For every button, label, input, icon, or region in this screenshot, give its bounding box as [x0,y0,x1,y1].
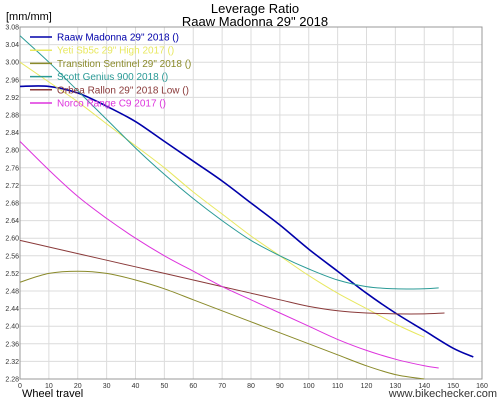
legend-entry: Scott Genius 900 2018 () [57,72,168,83]
x-tick-label: 120 [361,383,373,390]
tick-labels: 0 10 20 30 40 50 60 70 80 90 100 110 120 130 140 150 160… [5,25,488,391]
x-tick-label: 60 [189,383,197,390]
y-tick-label: 2.40 [5,324,19,331]
y-tick-label: 3.00 [5,60,19,67]
x-tick-label: 70 [218,383,226,390]
series-line [19,85,474,358]
chart-subtitle: Raaw Madonna 29" 2018 [182,14,328,29]
grid [19,26,483,380]
y-tick-label: 2.28 [5,377,19,384]
y-tick-label: 2.88 [5,113,19,120]
x-tick-label: 50 [160,383,168,390]
y-tick-label: 3.08 [5,25,19,32]
legend: Raaw Madonna 29" 2018 () Yeti Sb5c 29" Hi… [30,33,191,110]
y-tick-label: 2.44 [5,306,19,313]
y-tick-label: 2.36 [5,341,19,348]
y-tick-label: 2.80 [5,148,19,155]
legend-entry: Orbea Rallon 29" 2018 Low () [57,85,189,96]
x-tick-label: 0 [18,383,22,390]
x-tick-label: 40 [132,383,140,390]
y-tick-label: 2.60 [5,236,19,243]
x-tick-label: 130 [390,383,402,390]
legend-entry: Raaw Madonna 29" 2018 () [57,33,179,44]
y-tick-label: 2.72 [5,183,19,190]
series-lines [19,35,474,380]
series-line [19,239,445,315]
y-tick-label: 2.52 [5,271,19,278]
series-line [19,270,425,380]
y-tick-label: 2.96 [5,77,19,84]
watermark: www.bikechecker.com [388,388,497,400]
y-tick-label: 2.92 [5,95,19,102]
y-tick-label: 2.32 [5,359,19,366]
x-axis-label: Wheel travel [22,388,83,400]
legend-entry: Transition Sentinel 29" 2018 () [57,59,191,70]
plot-frame [19,26,483,380]
legend-entry: Norco Range C9 2017 () [57,99,166,110]
x-tick-label: 110 [332,383,343,390]
legend-entry: Yeti Sb5c 29" High 2017 () [57,46,174,57]
series-line [19,61,425,338]
y-tick-label: 2.76 [5,165,19,172]
y-tick-label: 2.48 [5,289,19,296]
y-tick-label: 2.84 [5,130,19,137]
x-tick-label: 10 [45,383,53,390]
x-tick-label: 90 [276,383,284,390]
x-tick-label: 80 [247,383,255,390]
series-line [19,141,439,369]
y-tick-label: 3.04 [5,42,19,49]
x-tick-label: 140 [418,383,430,390]
series-line [19,35,439,290]
y-tick-label: 2.68 [5,201,19,208]
x-tick-label: 150 [447,383,459,390]
x-tick-label: 20 [74,383,82,390]
x-tick-label: 30 [103,383,111,390]
y-tick-label: 2.56 [5,253,19,260]
chart-title: Leverage Ratio [211,1,299,16]
x-tick-label: 100 [303,383,315,390]
y-axis-label: [mm/mm] [6,11,52,23]
x-tick-label: 160 [476,383,488,390]
y-tick-label: 2.64 [5,218,19,225]
